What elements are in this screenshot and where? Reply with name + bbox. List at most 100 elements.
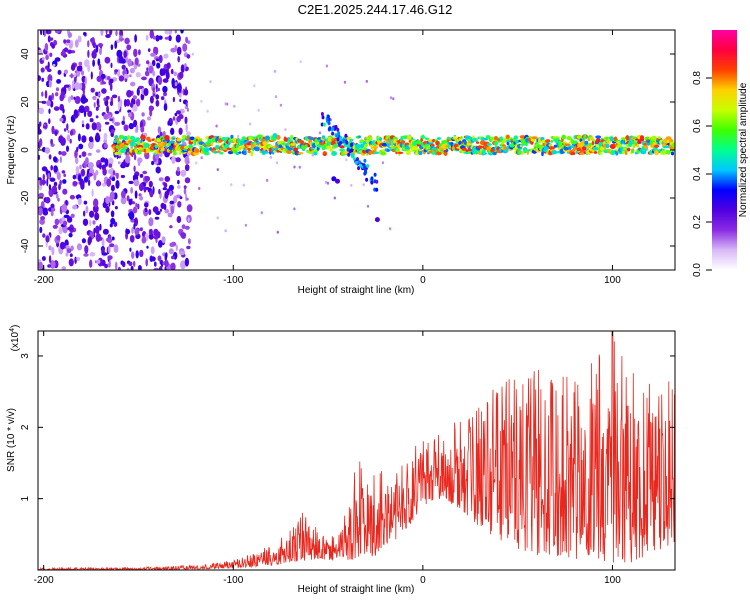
heatmap-cell bbox=[184, 106, 188, 109]
heatmap-cell bbox=[59, 117, 64, 122]
heatmap-cell bbox=[138, 49, 141, 56]
heatmap-cell bbox=[85, 157, 89, 165]
heatmap-cell bbox=[155, 35, 160, 42]
heatmap-cell bbox=[110, 62, 113, 69]
heatmap-cell bbox=[121, 120, 125, 126]
heatmap-cell bbox=[68, 258, 74, 267]
heatmap-cell bbox=[161, 236, 166, 244]
heatmap-cell bbox=[108, 163, 113, 168]
heatmap-cell bbox=[592, 146, 599, 151]
heatmap-cell bbox=[107, 245, 111, 254]
heatmap-cell bbox=[57, 69, 62, 75]
heatmap-cell bbox=[169, 225, 173, 229]
heatmap-cell bbox=[109, 191, 115, 201]
heatmap-cell bbox=[625, 135, 630, 141]
heatmap-cell bbox=[657, 136, 661, 139]
heatmap-cell bbox=[298, 165, 301, 169]
colorbar-tick-label: 0.8 bbox=[692, 71, 703, 85]
heatmap-cell bbox=[163, 53, 169, 59]
heatmap-cell bbox=[162, 78, 169, 83]
heatmap-cell bbox=[111, 94, 118, 99]
heatmap-cell bbox=[137, 157, 143, 164]
heatmap-cell bbox=[169, 118, 173, 124]
heatmap-cell bbox=[210, 141, 214, 147]
heatmap-cell bbox=[90, 71, 93, 80]
heatmap-cell bbox=[149, 95, 154, 104]
heatmap-cell bbox=[93, 198, 99, 208]
heatmap-cell bbox=[63, 39, 67, 44]
heatmap-cell bbox=[186, 54, 191, 59]
heatmap-cell bbox=[131, 201, 136, 205]
spectrogram-x-tick-label: -100 bbox=[223, 275, 243, 286]
heatmap-cell bbox=[141, 236, 147, 244]
heatmap-cell bbox=[148, 105, 154, 112]
heatmap-cell bbox=[51, 125, 55, 135]
heatmap-cell bbox=[40, 216, 46, 221]
heatmap-cell bbox=[637, 140, 642, 145]
heatmap-cell bbox=[179, 250, 185, 256]
heatmap-cell bbox=[436, 151, 442, 156]
heatmap-cell bbox=[282, 142, 286, 146]
snr-x-tick-label: 0 bbox=[420, 575, 426, 586]
heatmap-cell bbox=[81, 135, 87, 143]
heatmap-cell bbox=[101, 252, 108, 256]
heatmap-cell bbox=[62, 220, 68, 226]
heatmap-cell bbox=[73, 76, 77, 83]
heatmap-cell bbox=[153, 267, 160, 270]
heatmap-cell bbox=[235, 151, 240, 156]
heatmap-cell bbox=[131, 251, 135, 259]
heatmap-cell bbox=[176, 110, 181, 115]
heatmap-cell bbox=[50, 165, 54, 171]
heatmap-cell bbox=[51, 185, 58, 194]
heatmap-cell bbox=[325, 180, 328, 184]
heatmap-cell bbox=[179, 196, 183, 200]
heatmap-cell bbox=[155, 58, 160, 62]
heatmap-cell bbox=[62, 188, 68, 195]
heatmap-cell bbox=[143, 186, 147, 193]
heatmap-cell bbox=[42, 173, 45, 181]
heatmap-cell bbox=[41, 57, 45, 61]
heatmap-cell bbox=[174, 30, 177, 34]
heatmap-cell bbox=[45, 196, 51, 204]
heatmap-cell bbox=[111, 177, 116, 182]
heatmap-cell bbox=[55, 193, 59, 199]
heatmap-cell bbox=[350, 142, 354, 147]
heatmap-cell bbox=[418, 150, 423, 156]
colorbar-ticks: 0.0 0.2 0.4 0.6 0.8 bbox=[692, 71, 712, 277]
heatmap-cell bbox=[152, 93, 156, 97]
heatmap-cell bbox=[134, 34, 138, 43]
heatmap-cell bbox=[230, 134, 234, 139]
heatmap-cell bbox=[170, 127, 175, 135]
heatmap-cell bbox=[61, 266, 66, 270]
snr-y-label: SNR (10 * v/v) bbox=[6, 408, 17, 472]
colorbar-tick-label: 0.2 bbox=[692, 215, 703, 229]
heatmap-cell bbox=[106, 237, 110, 242]
heatmap-cell bbox=[627, 147, 631, 152]
heatmap-cell bbox=[321, 146, 326, 151]
heatmap-cell bbox=[38, 262, 44, 270]
heatmap-cell bbox=[169, 200, 175, 205]
heatmap-cell bbox=[458, 140, 463, 146]
heatmap-cell bbox=[233, 104, 236, 108]
heatmap-cell bbox=[523, 148, 528, 154]
heatmap-cell bbox=[68, 42, 73, 49]
heatmap-cell bbox=[48, 245, 52, 251]
heatmap-cell bbox=[38, 177, 42, 181]
heatmap-cell bbox=[41, 166, 48, 172]
heatmap-cell bbox=[378, 137, 383, 141]
heatmap-cell bbox=[187, 160, 190, 164]
heatmap-cell bbox=[180, 260, 186, 270]
heatmap-cell bbox=[342, 138, 346, 143]
heatmap-cell bbox=[224, 102, 227, 106]
heatmap-cell bbox=[151, 59, 156, 67]
heatmap-cell bbox=[39, 226, 43, 234]
heatmap-cell bbox=[157, 76, 163, 85]
heatmap-cell bbox=[183, 188, 187, 195]
heatmap-cell bbox=[105, 30, 108, 35]
heatmap-cell bbox=[95, 106, 99, 111]
heatmap-cell bbox=[345, 140, 349, 145]
heatmap-cell bbox=[189, 136, 195, 141]
heatmap-cell bbox=[591, 140, 595, 146]
snr-x-label: Height of straight line (km) bbox=[298, 584, 415, 595]
heatmap-cell bbox=[131, 226, 134, 235]
